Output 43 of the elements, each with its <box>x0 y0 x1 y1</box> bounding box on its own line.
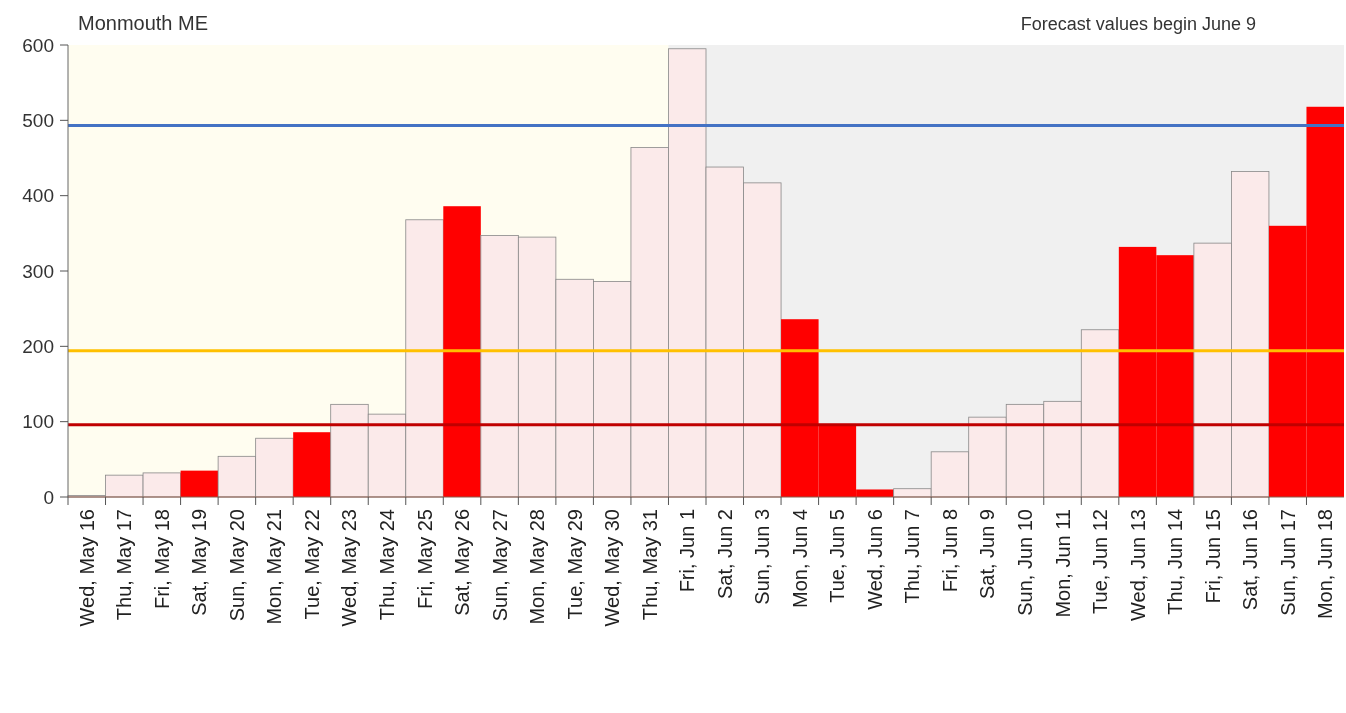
x-tick-label: Sat, May 19 <box>188 509 211 616</box>
x-tick-label: Tue, Jun 12 <box>1089 509 1112 614</box>
x-tick-label: Thu, May 24 <box>376 509 398 621</box>
x-tick-label: Fri, Jun 1 <box>676 509 699 593</box>
chart-title: Monmouth ME <box>78 12 209 34</box>
y-tick-label: 400 <box>22 185 54 207</box>
x-tick-label: Fri, May 25 <box>413 509 436 610</box>
y-tick-label: 0 <box>43 486 54 508</box>
x-tick-label: Sun, Jun 10 <box>1014 509 1036 616</box>
x-tick-label: Wed, May 30 <box>601 509 624 627</box>
x-tick-label: Mon, May 21 <box>263 509 286 625</box>
x-tick-label: Wed, Jun 6 <box>863 509 886 610</box>
x-tick-label: Sun, May 27 <box>488 509 511 622</box>
x-tick-label: Sat, Jun 16 <box>1239 509 1262 611</box>
x-tick-label: Sat, Jun 9 <box>976 509 999 600</box>
x-tick-label: Fri, Jun 15 <box>1201 509 1224 604</box>
x-tick-label: Wed, May 23 <box>338 509 361 627</box>
x-tick-label: Mon, Jun 18 <box>1314 509 1337 620</box>
x-tick-label: Thu, May 31 <box>638 509 661 621</box>
x-tick-label: Sat, May 26 <box>451 509 474 616</box>
x-tick-label: Tue, May 22 <box>300 509 323 620</box>
x-tick-label: Thu, Jun 7 <box>901 509 924 604</box>
x-tick-label: Sun, May 20 <box>225 509 248 622</box>
y-tick-label: 200 <box>22 335 54 357</box>
x-tick-label: Mon, May 28 <box>526 509 549 625</box>
x-tick-label: Thu, May 17 <box>113 509 136 621</box>
x-tick-label: Wed, May 16 <box>75 509 98 627</box>
y-tick-label: 300 <box>22 260 54 282</box>
x-tick-label: Tue, Jun 5 <box>826 509 849 603</box>
x-tick-label: Wed, Jun 13 <box>1126 509 1149 621</box>
text: Forecast values begin June 9 <box>1020 14 1256 34</box>
y-tick-label: 100 <box>22 411 54 433</box>
x-tick-label: Fri, Jun 8 <box>938 509 961 593</box>
x-tick-label: Thu, Jun 14 <box>1164 509 1187 615</box>
x-tick-label: Sat, Jun 2 <box>713 509 736 600</box>
x-tick-label: Sun, Jun 3 <box>751 509 774 605</box>
x-tick-label: Tue, May 29 <box>563 509 586 620</box>
x-tick-label: Fri, May 18 <box>150 509 173 610</box>
x-tick-label: Mon, Jun 11 <box>1051 509 1074 618</box>
x-tick-label: Sun, Jun 17 <box>1276 509 1299 616</box>
y-tick-label: 500 <box>22 109 54 131</box>
x-tick-label: Mon, Jun 4 <box>788 509 811 608</box>
y-tick-label: 600 <box>22 34 54 56</box>
